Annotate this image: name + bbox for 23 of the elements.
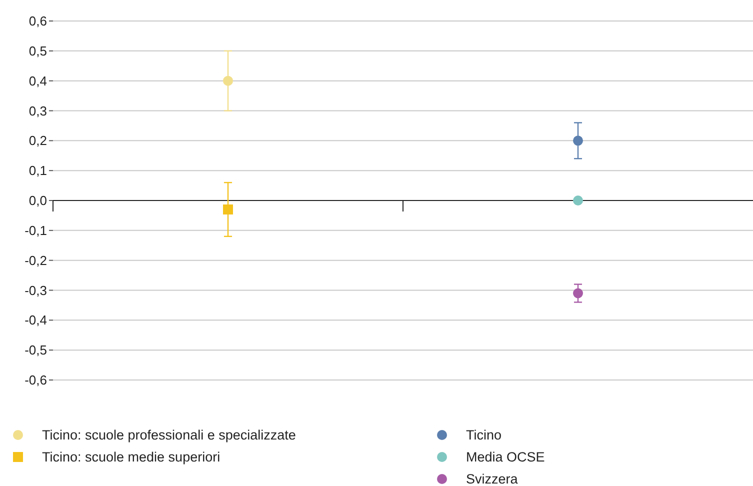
legend-label: Ticino (466, 428, 502, 443)
point (223, 76, 233, 86)
y-tick-label: 0,6 (28, 14, 47, 29)
legend-label: Ticino: scuole medie superiori (42, 450, 220, 465)
y-tick-label: -0,6 (24, 372, 47, 388)
y-tick-label: -0,1 (24, 222, 47, 238)
y-tick-label: -0,2 (24, 252, 47, 268)
y-tick-label: -0,4 (24, 312, 47, 328)
y-tick-label: 0,5 (28, 43, 47, 58)
y-tick-label: -0,5 (24, 342, 47, 358)
y-tick-label: 0,0 (28, 193, 47, 208)
y-tick-label: -0,3 (24, 282, 47, 298)
y-tick-label: 0,3 (28, 103, 47, 118)
point (223, 204, 233, 214)
point (573, 136, 583, 146)
legend-label: Media OCSE (466, 450, 545, 465)
point (573, 196, 583, 206)
y-tick-label: 0,4 (28, 73, 47, 88)
legend-label: Svizzera (466, 472, 518, 486)
y-tick-label: 0,2 (28, 133, 47, 148)
legend-label: Ticino: scuole professionali e specializzate (42, 428, 296, 443)
y-tick-label: 0,1 (28, 163, 47, 178)
point (573, 288, 583, 298)
